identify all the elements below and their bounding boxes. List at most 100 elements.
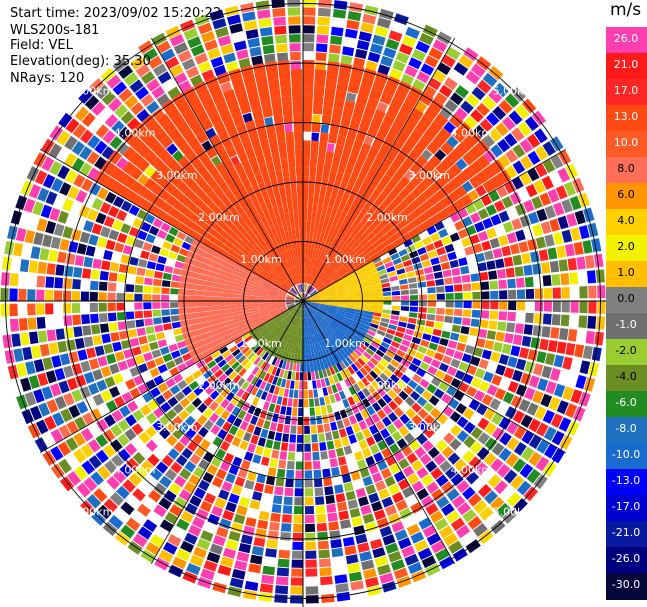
noise-gate	[333, 0, 348, 10]
signal-gate	[241, 221, 251, 232]
signal-gate	[168, 128, 182, 142]
noise-gate	[473, 347, 484, 357]
signal-gate	[316, 231, 322, 241]
noise-gate	[144, 165, 156, 178]
noise-gate	[466, 386, 478, 398]
noise-gate	[97, 187, 109, 200]
signal-gate	[236, 182, 246, 193]
noise-gate	[305, 532, 316, 542]
noise-gate	[200, 439, 211, 450]
signal-gate	[246, 187, 256, 198]
noise-gate	[383, 301, 392, 305]
signal-gate	[241, 262, 251, 270]
noise-gate	[151, 349, 162, 359]
noise-gate	[475, 184, 487, 197]
noise-gate	[405, 26, 420, 39]
noise-gate	[299, 284, 302, 293]
noise-gate	[279, 369, 285, 378]
signal-gate	[304, 274, 308, 284]
noise-gate	[515, 384, 528, 397]
signal-gate	[275, 277, 283, 285]
noise-gate	[509, 243, 520, 255]
noise-gate	[426, 314, 436, 321]
noise-gate	[112, 219, 123, 231]
noise-gate	[83, 371, 95, 384]
signal-gate	[147, 121, 162, 136]
noise-gate	[410, 502, 423, 514]
noise-gate	[299, 381, 303, 390]
noise-gate	[10, 210, 22, 225]
signal-gate	[357, 170, 368, 182]
noise-gate	[528, 418, 541, 433]
noise-gate	[309, 288, 315, 295]
noise-gate	[269, 458, 278, 468]
noise-gate	[159, 475, 172, 488]
noise-gate	[498, 210, 510, 223]
noise-gate	[359, 551, 373, 562]
signal-gate	[280, 195, 288, 205]
signal-gate	[144, 178, 157, 191]
noise-gate	[219, 346, 229, 354]
noise-gate	[125, 378, 136, 390]
noise-gate	[351, 404, 360, 414]
noise-gate	[187, 36, 202, 49]
noise-gate	[445, 347, 455, 357]
noise-gate	[544, 234, 555, 247]
noise-gate	[584, 377, 596, 392]
noise-gate	[460, 77, 475, 92]
signal-gate	[305, 274, 309, 284]
noise-gate	[269, 521, 280, 531]
noise-gate	[367, 394, 376, 405]
noise-gate	[280, 406, 287, 415]
signal-gate	[475, 139, 490, 155]
noise-gate	[490, 519, 506, 535]
noise-gate	[270, 512, 281, 522]
noise-gate	[45, 370, 57, 384]
noise-gate	[42, 174, 56, 189]
noise-gate	[480, 310, 490, 319]
noise-gate	[144, 213, 156, 224]
noise-gate	[562, 356, 573, 370]
noise-gate	[210, 56, 224, 68]
noise-gate	[281, 514, 292, 523]
signal-gate	[224, 200, 235, 211]
signal-gate	[358, 122, 370, 135]
noise-gate	[386, 328, 396, 335]
noise-gate	[19, 259, 30, 273]
noise-gate	[511, 218, 523, 231]
noise-gate	[256, 418, 265, 428]
signal-gate	[132, 122, 147, 137]
signal-gate	[331, 217, 339, 228]
noise-gate	[45, 220, 57, 234]
noise-gate	[30, 246, 41, 260]
noise-gate	[247, 443, 257, 453]
noise-gate	[135, 63, 151, 78]
noise-gate	[198, 426, 209, 438]
noise-gate	[286, 302, 295, 306]
noise-gate	[65, 453, 80, 469]
noise-gate	[303, 25, 315, 34]
noise-gate	[198, 391, 209, 402]
noise-gate	[326, 143, 335, 153]
signal-gate	[272, 206, 280, 217]
noise-gate	[345, 407, 354, 417]
signal-gate	[263, 152, 273, 164]
noise-gate	[434, 92, 448, 105]
noise-gate	[439, 338, 449, 347]
noise-gate	[336, 591, 351, 602]
noise-gate	[512, 458, 527, 473]
signal-gate	[269, 197, 278, 208]
noise-gate	[583, 207, 595, 223]
noise-gate	[11, 333, 21, 347]
signal-gate	[356, 234, 366, 244]
noise-gate	[227, 444, 238, 456]
noise-gate	[114, 351, 125, 362]
noise-gate	[493, 200, 506, 212]
noise-gate	[441, 236, 452, 246]
noise-gate	[265, 393, 273, 402]
noise-gate	[404, 369, 415, 379]
noise-gate	[369, 323, 379, 329]
noise-gate	[361, 339, 370, 348]
signal-gate	[191, 123, 205, 137]
